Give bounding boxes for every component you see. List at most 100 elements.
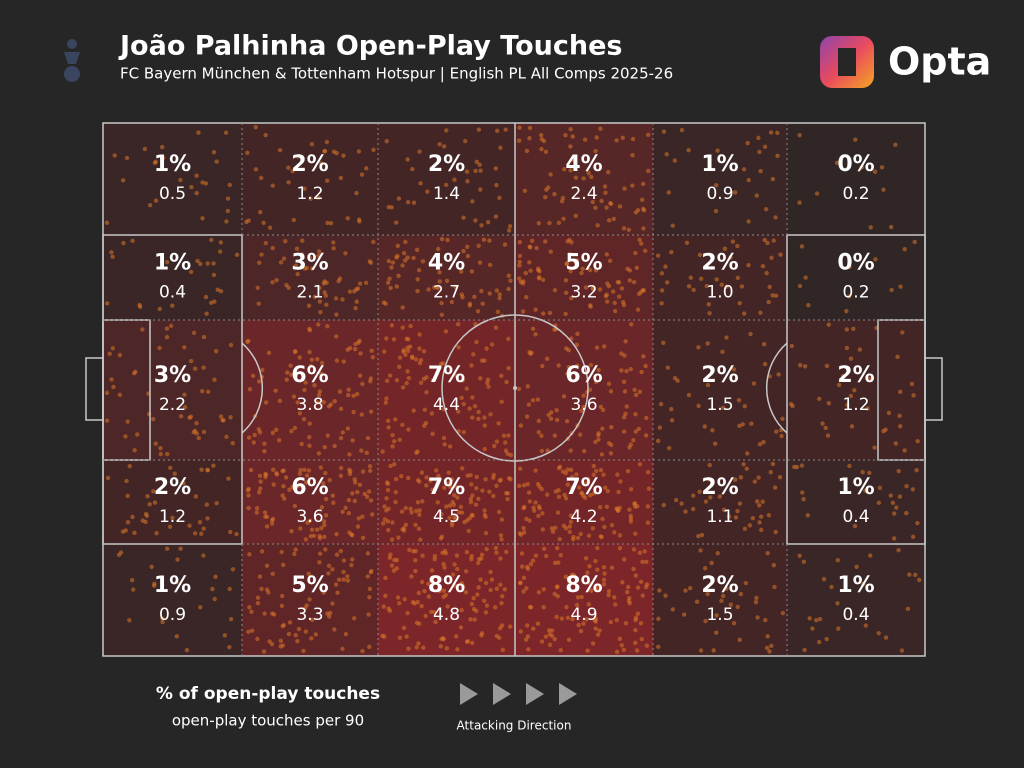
zone — [103, 123, 242, 235]
touch-dot — [730, 239, 736, 244]
touch-dot — [200, 216, 205, 221]
touch-dot — [295, 272, 300, 277]
touch-dot — [125, 419, 130, 424]
touch-dot — [461, 215, 466, 220]
touch-dot — [665, 365, 671, 370]
touch-dot — [628, 366, 634, 372]
zone-per90: 1.1 — [706, 507, 733, 527]
touch-dot — [743, 580, 749, 586]
touch-dot — [641, 226, 646, 231]
touch-dot — [517, 263, 522, 268]
touch-dot — [256, 379, 262, 384]
touch-dot — [307, 597, 312, 602]
touch-dot — [614, 617, 619, 623]
touch-dot — [157, 345, 162, 351]
touch-dot — [645, 132, 651, 138]
zone-per90: 0.2 — [842, 184, 869, 204]
touch-dot — [631, 566, 636, 572]
touch-dot — [799, 463, 805, 468]
touch-dot — [386, 527, 391, 533]
touch-dot — [390, 444, 395, 449]
touch-dot — [259, 549, 265, 554]
touch-dot — [679, 501, 684, 506]
touch-dot — [636, 426, 642, 432]
touch-dot — [360, 648, 365, 654]
touch-dot — [407, 547, 412, 553]
touch-dot — [267, 639, 272, 644]
touch-dot — [411, 255, 416, 261]
touch-dot — [227, 586, 232, 592]
touch-dot — [194, 173, 199, 178]
touch-dot — [640, 206, 646, 212]
touch-dot — [478, 577, 483, 582]
touch-dot — [461, 429, 466, 435]
touch-dot — [493, 166, 499, 171]
touch-dot — [483, 610, 489, 615]
touch-dot — [380, 633, 385, 639]
touch-dot — [337, 276, 343, 281]
touch-dot — [593, 205, 598, 211]
touch-dot — [354, 391, 360, 397]
touch-dot — [720, 405, 726, 411]
touch-dot — [690, 506, 696, 512]
touch-dot — [262, 611, 267, 616]
touch-dot — [574, 363, 580, 368]
touch-dot — [430, 487, 435, 492]
touch-dot — [520, 281, 526, 286]
touch-dot — [311, 533, 317, 538]
touch-dot — [684, 240, 690, 245]
zone-percent: 3% — [154, 363, 191, 388]
touch-dot — [548, 416, 554, 421]
touch-dot — [422, 423, 427, 428]
touch-dot — [902, 448, 907, 453]
touch-dot — [615, 507, 620, 512]
touch-dot — [508, 452, 514, 458]
touch-dot — [417, 479, 422, 484]
touch-dot — [525, 634, 531, 639]
zone-per90: 4.8 — [433, 605, 460, 625]
touch-dot — [201, 429, 207, 435]
touch-dot — [246, 505, 251, 511]
touch-dot — [606, 588, 612, 594]
touch-dot — [397, 601, 402, 606]
touch-dot — [608, 619, 614, 625]
touch-dot — [131, 587, 136, 592]
touch-dot — [581, 393, 586, 398]
zone-percent: 6% — [565, 363, 602, 388]
touch-dot — [573, 175, 579, 180]
touch-dot — [637, 389, 643, 395]
zone — [515, 460, 653, 544]
touch-dot — [525, 384, 531, 389]
touch-dot — [459, 466, 465, 471]
touch-dot — [504, 490, 509, 496]
touch-dot — [883, 427, 888, 432]
touch-dot — [814, 191, 820, 196]
touch-dot — [386, 506, 391, 512]
touch-dot — [130, 238, 135, 243]
touch-dot — [900, 330, 905, 335]
touch-dot — [724, 284, 729, 289]
touch-dot — [753, 599, 759, 605]
touch-dot — [669, 250, 674, 255]
touch-dot — [625, 266, 630, 271]
touch-dot — [496, 421, 501, 426]
touch-dot — [318, 161, 324, 166]
touch-dot — [436, 246, 441, 252]
touch-dot — [187, 415, 192, 420]
touch-dot — [547, 310, 553, 316]
touch-dot — [368, 498, 374, 503]
touch-dot — [824, 363, 830, 369]
touch-dot — [417, 360, 423, 366]
touch-dot — [408, 506, 413, 512]
touch-dot — [714, 277, 719, 282]
touch-dot — [498, 477, 503, 483]
touch-dot — [524, 414, 530, 419]
touch-dot — [454, 484, 459, 490]
touch-dot — [321, 590, 326, 595]
touch-dot — [482, 423, 488, 428]
touch-dot — [393, 417, 398, 422]
touch-dot — [442, 485, 447, 490]
touch-dot — [494, 483, 499, 488]
touch-dot — [539, 136, 544, 142]
zone-percent: 1% — [154, 152, 191, 177]
